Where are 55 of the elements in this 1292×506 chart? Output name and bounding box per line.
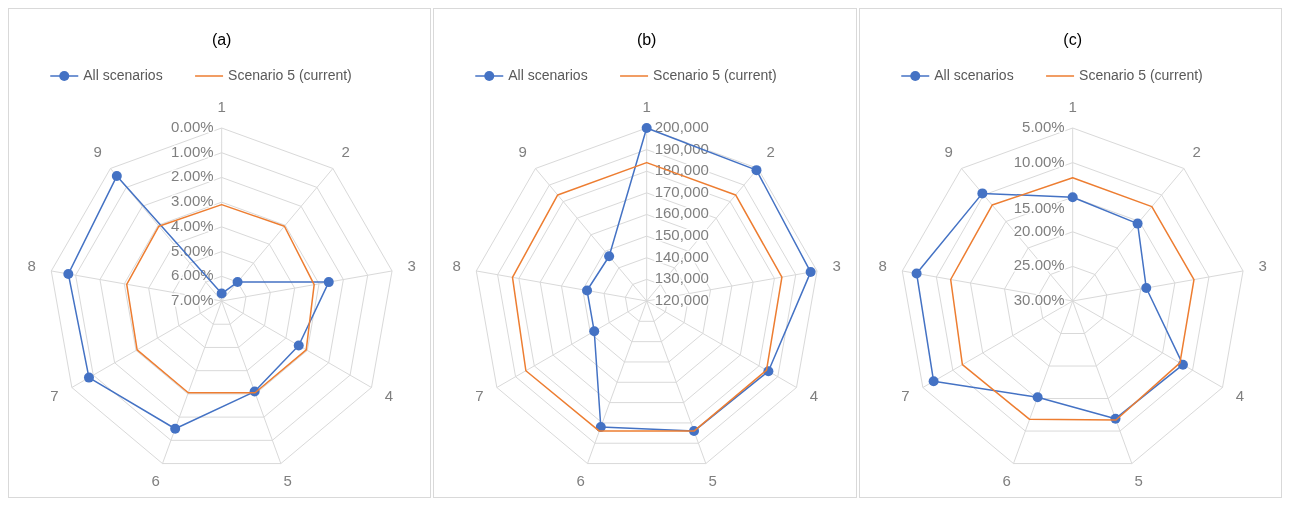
spoke-label: 7 (901, 387, 910, 405)
y-tick-label: 170,000 (654, 182, 710, 200)
spoke-label: 2 (1192, 143, 1201, 161)
spoke-label: 7 (50, 387, 59, 405)
y-tick-label: 160,000 (654, 204, 710, 222)
spoke-label: 1 (217, 97, 226, 115)
spoke-label: 8 (878, 257, 887, 275)
spoke-label: 6 (1002, 472, 1011, 490)
y-tick-label: 15.00% (1013, 199, 1065, 217)
spoke-label: 3 (407, 257, 416, 275)
spoke-label: 4 (809, 387, 819, 405)
spoke-label: 9 (518, 143, 528, 161)
y-tick-label: 2.00% (171, 167, 214, 185)
y-tick-label: 150,000 (654, 226, 710, 244)
y-tick-label: 4.00% (171, 216, 214, 234)
y-tick-label: 0.00% (171, 117, 214, 135)
spoke-label: 1 (1068, 97, 1077, 115)
spoke-label: 9 (93, 143, 102, 161)
spoke-label: 9 (944, 143, 953, 161)
chart-title: (a) (211, 31, 232, 48)
y-tick-label: 130,000 (654, 269, 710, 287)
spoke-label: 7 (475, 387, 485, 405)
legend-label: All scenarios (83, 66, 163, 83)
y-tick-label: 3.00% (171, 192, 214, 210)
spoke-label: 5 (708, 472, 718, 490)
y-tick-label: 30.00% (1013, 290, 1065, 308)
spoke-label: 6 (151, 472, 160, 490)
y-tick-label: 1.00% (171, 142, 214, 160)
spoke-label: 6 (576, 472, 586, 490)
spoke-label: 5 (283, 472, 292, 490)
y-tick-label: 140,000 (654, 247, 710, 265)
y-tick-label: 120,000 (654, 290, 710, 308)
spoke-label: 8 (27, 257, 36, 275)
y-tick-label: 7.00% (171, 290, 214, 308)
legend-label: Scenario 5 (current) (1078, 66, 1203, 83)
spoke-label: 2 (766, 143, 776, 161)
spoke-label: 2 (341, 143, 350, 161)
spoke-label: 8 (452, 257, 462, 275)
y-tick-label: 5.00% (1021, 117, 1065, 135)
spoke-label: 1 (642, 97, 652, 115)
y-tick-label: 20.00% (1013, 221, 1065, 239)
y-tick-label: 200,000 (654, 117, 710, 135)
y-tick-label: 10.00% (1013, 152, 1065, 170)
chart-title: (c) (1062, 31, 1082, 48)
spoke-label: 4 (1235, 387, 1244, 405)
spoke-label: 4 (384, 387, 393, 405)
legend-label: All scenarios (933, 66, 1014, 83)
legend-label: Scenario 5 (current) (228, 66, 352, 83)
spoke-label: 3 (1258, 257, 1267, 275)
legend-label: Scenario 5 (current) (653, 66, 778, 83)
legend-label: All scenarios (508, 66, 588, 83)
y-tick-label: 25.00% (1013, 256, 1065, 274)
spoke-label: 3 (832, 257, 842, 275)
chart-title: (b) (637, 31, 657, 48)
spoke-label: 5 (1134, 472, 1143, 490)
